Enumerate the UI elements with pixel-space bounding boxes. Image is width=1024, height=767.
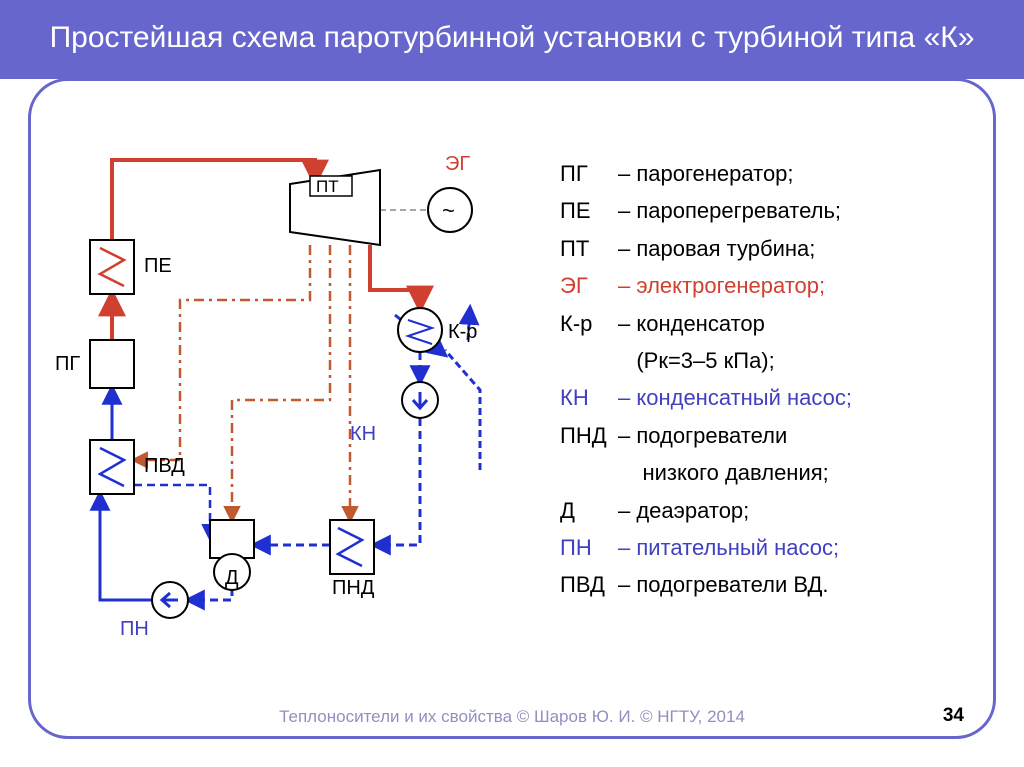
title-bar: Простейшая схема паротурбинной установки…: [0, 0, 1024, 79]
title-text: Простейшая схема паротурбинной установки…: [50, 21, 975, 54]
content-border: [28, 78, 996, 739]
